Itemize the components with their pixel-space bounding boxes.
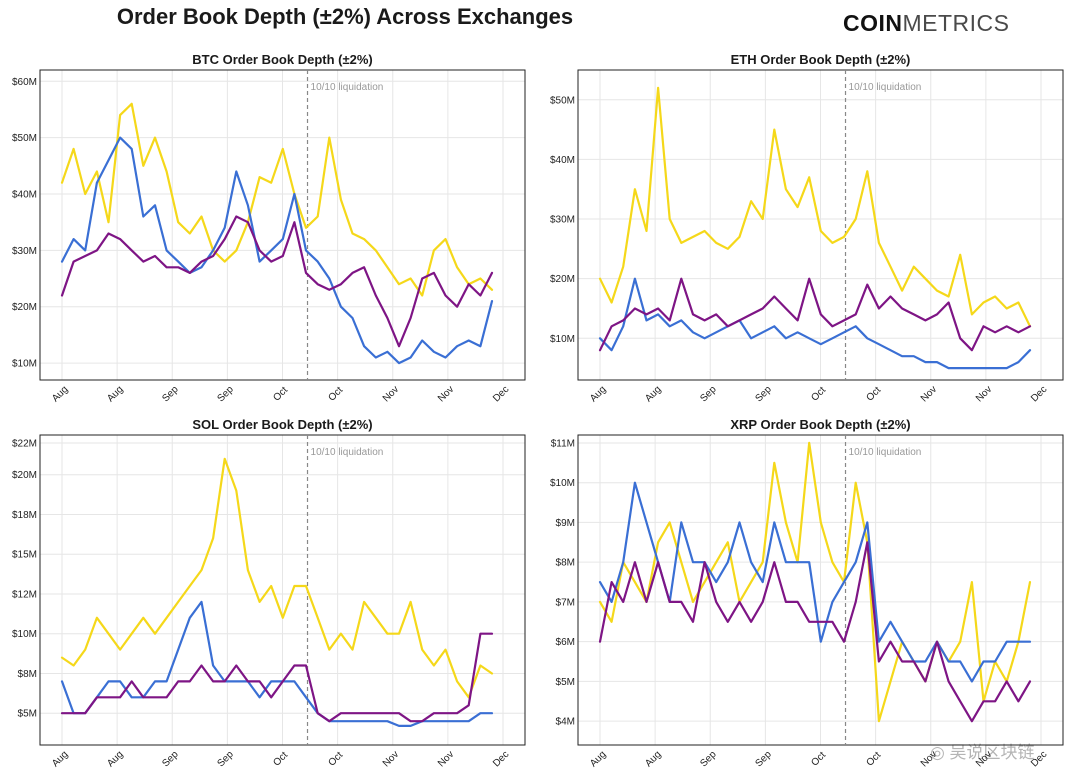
x-tick-label: Sep: [160, 384, 181, 405]
x-tick-label: Aug: [643, 749, 663, 769]
liquidation-label: 10/10 liquidation: [849, 82, 922, 93]
y-tick-label: $12M: [12, 589, 37, 600]
logo-coin: COIN: [843, 10, 903, 36]
btc-series-purple: [60, 215, 494, 348]
sol-series-blue: [60, 600, 494, 728]
x-tick-label: Aug: [105, 749, 125, 769]
eth-chart: ETH Order Book Depth (±2%) $10M $20M $30M $4…: [550, 52, 1064, 405]
xrp-plot-frame: [577, 434, 1064, 746]
x-tick-label: Oct: [864, 750, 883, 769]
x-tick-label: Nov: [436, 749, 456, 769]
x-tick-label: Oct: [271, 750, 290, 769]
y-tick-label: $6M: [556, 637, 575, 648]
y-tick-label: $10M: [550, 478, 575, 489]
y-tick-label: $40M: [12, 190, 37, 201]
y-tick-label: $40M: [550, 155, 575, 166]
x-tick-label: Nov: [919, 749, 939, 769]
x-tick-label: Oct: [809, 385, 828, 404]
x-tick-label: Oct: [326, 385, 345, 404]
x-tick-label: Sep: [215, 384, 236, 405]
y-tick-label: $20M: [550, 274, 575, 285]
x-tick-label: Nov: [436, 384, 456, 404]
y-tick-label: $50M: [550, 95, 575, 106]
btc-chart: BTC Order Book Depth (±2%) $10M $20M $30M $4…: [12, 52, 526, 405]
x-tick-label: Sep: [215, 749, 236, 770]
xrp-series-purple: [598, 541, 1032, 723]
y-tick-label: $8M: [18, 669, 37, 680]
x-tick-label: Dec: [1029, 749, 1049, 769]
y-tick-label: $50M: [12, 133, 37, 144]
x-tick-label: Dec: [491, 384, 511, 404]
x-tick-label: Dec: [491, 749, 511, 769]
y-tick-label: $7M: [556, 597, 575, 608]
btc-series-blue: [60, 136, 494, 365]
liquidation-label: 10/10 liquidation: [311, 82, 384, 93]
y-tick-label: $5M: [18, 709, 37, 720]
sol-plot-frame: [39, 434, 526, 746]
xrp-chart: XRP Order Book Depth (±2%) $4M $5M $6M $7M $8…: [550, 417, 1064, 770]
liquidation-label: 10/10 liquidation: [849, 447, 922, 458]
x-tick-label: Oct: [809, 750, 828, 769]
x-tick-label: Sep: [753, 749, 774, 770]
x-tick-label: Sep: [753, 384, 774, 405]
page-title: Order Book Depth (±2%) Across Exchanges: [116, 4, 574, 29]
eth-chart-title: ETH Order Book Depth (±2%): [731, 52, 911, 67]
y-tick-label: $30M: [12, 246, 37, 257]
watermark: ◎ 吴说区块链: [930, 743, 1035, 762]
xrp-series-yellow: [598, 441, 1032, 723]
x-tick-label: Nov: [974, 749, 994, 769]
x-tick-label: Aug: [643, 384, 663, 404]
y-tick-label: $10M: [12, 359, 37, 370]
liquidation-label: 10/10 liquidation: [311, 447, 384, 458]
eth-series-purple: [598, 277, 1032, 352]
y-tick-label: $15M: [12, 550, 37, 561]
y-tick-label: $9M: [556, 518, 575, 529]
x-tick-label: Dec: [1029, 384, 1049, 404]
x-tick-label: Nov: [381, 749, 401, 769]
xrp-series-blue: [598, 481, 1032, 683]
x-tick-label: Aug: [50, 749, 70, 769]
sol-chart-title: SOL Order Book Depth (±2%): [192, 417, 372, 432]
y-tick-label: $10M: [550, 334, 575, 345]
y-tick-label: $20M: [12, 302, 37, 313]
y-tick-label: $18M: [12, 510, 37, 521]
x-tick-label: Sep: [698, 384, 719, 405]
sol-chart: SOL Order Book Depth (±2%) $5M $8M $10M $12M…: [12, 417, 526, 770]
btc-plot-frame: [39, 69, 526, 381]
y-tick-label: $4M: [556, 717, 575, 728]
x-tick-label: Oct: [271, 385, 290, 404]
coinmetrics-logo: COINMETRICS: [843, 10, 1010, 37]
btc-series-yellow: [60, 102, 494, 297]
btc-chart-title: BTC Order Book Depth (±2%): [192, 52, 372, 67]
sol-series-purple: [60, 632, 494, 723]
y-tick-label: $30M: [550, 215, 575, 226]
y-tick-label: $22M: [12, 438, 37, 449]
y-tick-label: $8M: [556, 558, 575, 569]
x-tick-label: Aug: [105, 384, 125, 404]
eth-series-blue: [598, 277, 1032, 370]
x-tick-label: Aug: [588, 384, 608, 404]
x-tick-label: Nov: [919, 384, 939, 404]
y-tick-label: $60M: [12, 77, 37, 88]
x-tick-label: Oct: [326, 750, 345, 769]
logo-metrics: METRICS: [902, 10, 1010, 36]
x-tick-label: Aug: [588, 749, 608, 769]
x-tick-label: Sep: [160, 749, 181, 770]
y-tick-label: $5M: [556, 677, 575, 688]
eth-plot-frame: [577, 69, 1064, 381]
x-tick-label: Nov: [974, 384, 994, 404]
x-tick-label: Nov: [381, 384, 401, 404]
y-tick-label: $20M: [12, 470, 37, 481]
y-tick-label: $10M: [12, 629, 37, 640]
sol-series-yellow: [60, 457, 494, 699]
x-tick-label: Oct: [864, 385, 883, 404]
x-tick-label: Sep: [698, 749, 719, 770]
x-tick-label: Aug: [50, 384, 70, 404]
eth-series-yellow: [598, 86, 1032, 328]
y-tick-label: $11M: [551, 438, 575, 449]
xrp-chart-title: XRP Order Book Depth (±2%): [730, 417, 910, 432]
